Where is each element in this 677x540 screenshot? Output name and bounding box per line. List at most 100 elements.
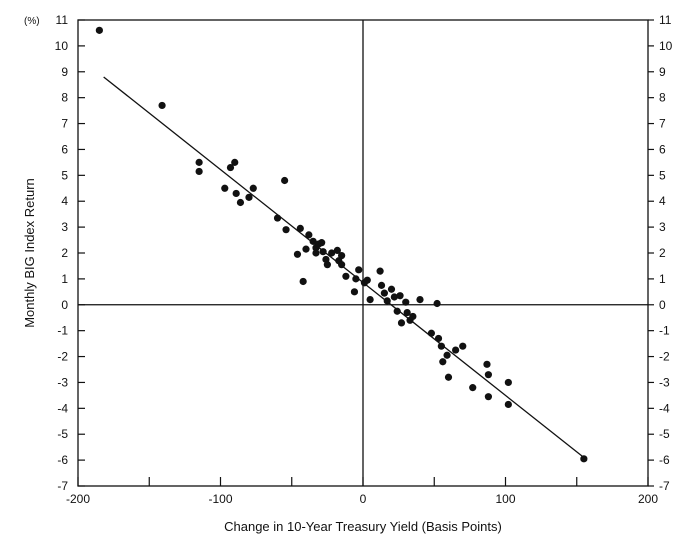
x-tick-label: -100 — [208, 492, 232, 506]
data-point — [397, 319, 406, 327]
data-point — [221, 184, 229, 192]
data-point — [452, 346, 460, 354]
y-tick-label-left: 9 — [61, 65, 68, 79]
y-tick-label-left: 11 — [56, 13, 69, 27]
data-point — [352, 275, 360, 283]
x-tick-label: 0 — [360, 492, 367, 506]
data-point — [427, 329, 435, 337]
x-tick-label: 100 — [495, 492, 515, 506]
data-point — [504, 378, 512, 387]
data-point — [333, 246, 341, 255]
y-tick-label-right: 7 — [659, 117, 666, 131]
reference-lines — [78, 20, 648, 486]
y-tick-label-right: -1 — [659, 324, 670, 338]
data-point — [380, 289, 388, 297]
data-point — [416, 296, 424, 304]
y-tick-label-left: -5 — [57, 427, 68, 441]
y-unit-label: (%) — [24, 16, 40, 27]
y-tick-label-left: 8 — [61, 91, 68, 105]
tick-marks — [77, 19, 654, 487]
data-point — [282, 226, 290, 234]
data-point — [296, 224, 304, 233]
data-point — [580, 455, 588, 463]
data-point — [231, 158, 239, 166]
data-point — [443, 351, 451, 359]
data-point — [409, 312, 417, 321]
y-tick-label-right: -5 — [659, 427, 670, 441]
y-tick-label-right: 1 — [659, 272, 666, 286]
data-point — [396, 292, 404, 300]
data-point — [459, 342, 467, 350]
data-point — [484, 371, 492, 379]
y-tick-label-left: 4 — [61, 194, 68, 208]
data-points — [95, 26, 588, 463]
y-tick-label-left: 10 — [55, 39, 69, 53]
y-tick-label-right: 9 — [659, 65, 666, 79]
y-tick-label-right: -4 — [659, 401, 670, 415]
data-point — [281, 176, 289, 185]
data-point — [249, 184, 257, 192]
y-tick-label-left: 7 — [61, 117, 68, 131]
data-point — [402, 298, 410, 306]
data-point — [383, 297, 391, 305]
y-axis-title: Monthly BIG Index Return — [22, 178, 37, 328]
data-point — [390, 293, 398, 301]
data-point — [226, 163, 235, 172]
data-point — [195, 158, 203, 166]
y-tick-label-right: 4 — [659, 194, 666, 208]
y-tick-label-right: -7 — [659, 479, 670, 493]
data-point — [195, 167, 203, 176]
data-point — [469, 384, 477, 392]
data-point — [338, 261, 346, 269]
data-point — [245, 193, 253, 201]
data-point — [293, 250, 302, 258]
x-tick-label: -200 — [66, 492, 90, 506]
y-tick-label-right: -6 — [659, 453, 670, 467]
y-tick-label-left: 3 — [61, 220, 68, 234]
data-point — [350, 288, 359, 296]
y-tick-label-left: 0 — [61, 298, 68, 312]
data-point — [403, 308, 411, 317]
data-point — [318, 239, 326, 247]
data-point — [319, 248, 327, 256]
data-point — [376, 267, 384, 275]
data-point — [342, 272, 350, 280]
data-point — [439, 358, 447, 366]
data-point — [433, 299, 441, 308]
data-point — [302, 245, 310, 253]
x-axis-title: Change in 10-Year Treasury Yield (Basis … — [224, 519, 502, 534]
data-point — [299, 277, 307, 286]
y-tick-label-left: -3 — [57, 375, 68, 389]
y-tick-label-right: 0 — [659, 298, 666, 312]
data-point — [393, 307, 401, 315]
y-tick-label-left: -1 — [57, 324, 68, 338]
y-tick-label-right: 6 — [659, 142, 666, 156]
data-point — [305, 231, 313, 239]
y-tick-label-left: -2 — [57, 350, 68, 364]
y-tick-label-right: 5 — [659, 168, 666, 182]
y-tick-label-right: 8 — [659, 91, 666, 105]
y-tick-label-left: -4 — [57, 401, 68, 415]
y-tick-label-right: 2 — [659, 246, 666, 260]
data-point — [363, 276, 371, 284]
data-point — [483, 360, 491, 368]
data-point — [273, 214, 282, 222]
y-tick-label-right: -2 — [659, 350, 670, 364]
data-point — [232, 189, 240, 198]
y-tick-label-left: 5 — [61, 168, 68, 182]
data-point — [236, 198, 245, 207]
data-point — [387, 285, 396, 293]
y-tick-label-right: -3 — [659, 375, 670, 389]
y-tick-label-right: 3 — [659, 220, 666, 234]
data-point — [312, 249, 320, 257]
data-point — [504, 400, 512, 409]
y-tick-label-left: 6 — [61, 142, 68, 156]
tick-labels: -7 -7-6 -6-5 -5-4 -4-3 -3-2 -2-1 -10 01 12 23 34 45 5… — [55, 13, 673, 506]
y-tick-label-left: -6 — [57, 453, 68, 467]
data-point — [434, 334, 443, 343]
data-point — [95, 26, 103, 34]
data-point — [309, 237, 317, 245]
data-point — [328, 249, 336, 257]
y-tick-label-right: 10 — [659, 39, 673, 53]
